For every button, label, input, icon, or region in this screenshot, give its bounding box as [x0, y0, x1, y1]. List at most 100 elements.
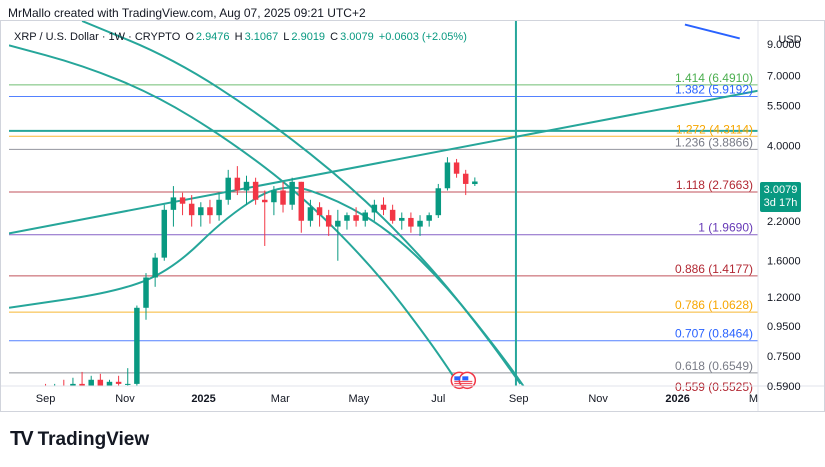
- candle-11: [143, 273, 149, 320]
- candle-45: [453, 158, 460, 178]
- y-tick-7: 0.9500: [767, 321, 801, 333]
- high-value: 3.1067: [244, 31, 279, 43]
- fib-label-5: 1 (1.9690): [698, 221, 753, 235]
- fib-label-0: 1.414 (6.4910): [675, 71, 753, 85]
- close-label: C: [330, 31, 339, 43]
- open-value: 2.9476: [195, 31, 230, 43]
- candle-47: [472, 177, 478, 186]
- fib-label-3: 1.236 (3.8866): [675, 135, 753, 149]
- symbol-info-bar: XRP / U.S. Dollar · 1W · CRYPTO O 2.9476 …: [14, 31, 469, 43]
- x-tick-3: Mar: [271, 393, 290, 405]
- x-tick-0: Sep: [36, 393, 56, 405]
- x-tick-4: May: [348, 393, 369, 405]
- candle-35: [362, 209, 368, 227]
- low-value: 2.9019: [291, 31, 326, 43]
- fib-label-10: 0.559 (0.5525): [675, 380, 753, 394]
- candle-15: [179, 192, 186, 216]
- arc-curve-2: [9, 186, 525, 386]
- candle-8: [115, 375, 122, 386]
- candle-41: [417, 215, 423, 236]
- fib-label-9: 0.618 (0.6549): [675, 359, 753, 373]
- candle-32: [335, 209, 341, 261]
- candle-21: [234, 166, 241, 196]
- open-label: O: [185, 31, 194, 43]
- candle-3: [70, 377, 76, 386]
- tradingview-logo-text: TradingView: [37, 428, 150, 450]
- candle-4: [79, 371, 85, 386]
- candle-5: [88, 375, 94, 386]
- candle-14: [170, 186, 177, 227]
- tradingview-logo-icon: TV: [10, 428, 34, 450]
- candle-12: [152, 253, 158, 287]
- candle-7: [106, 379, 113, 386]
- candle-38: [389, 204, 396, 224]
- currency-label: USD: [778, 34, 801, 46]
- y-tick-8: 0.7500: [767, 351, 801, 363]
- candle-34: [353, 207, 359, 227]
- us-flag-event-icon: [450, 371, 477, 390]
- watermark-header: MrMallo created with TradingView.com, Au…: [8, 6, 366, 20]
- candle-28: [298, 181, 305, 233]
- footer-branding: TV TradingView: [10, 428, 149, 451]
- candle-37: [380, 197, 387, 216]
- candle-10: [134, 305, 140, 386]
- candle-23: [252, 177, 259, 205]
- trendline-0: [9, 89, 758, 235]
- candle-19: [216, 192, 222, 221]
- fib-label-1: 1.382 (5.9192): [675, 82, 753, 96]
- fib-label-4: 1.118 (2.7663): [676, 178, 753, 192]
- candle-36: [371, 199, 378, 221]
- x-tick-6: Sep: [509, 393, 529, 405]
- x-tick-5: Jul: [431, 393, 445, 405]
- candle-42: [426, 212, 432, 227]
- bar-countdown: 3d 17h: [763, 197, 798, 209]
- candle-44: [444, 157, 451, 191]
- x-tick-8: 2026: [665, 393, 689, 405]
- candle-22: [243, 175, 250, 205]
- candle-46: [462, 169, 469, 196]
- trendline-1: [684, 23, 740, 40]
- x-tick-9: M: [749, 393, 758, 405]
- last-price-tag: 3.0079 3d 17h: [760, 182, 801, 212]
- candle-40: [408, 212, 414, 233]
- y-tick-4: 2.2000: [767, 216, 801, 228]
- candle-2: [63, 379, 65, 386]
- y-tick-1: 7.0000: [767, 70, 801, 82]
- candle-17: [198, 202, 204, 227]
- candle-18: [207, 199, 213, 224]
- fib-label-2: 1.272 (4.3114): [676, 122, 753, 136]
- y-tick-5: 1.6000: [767, 256, 801, 268]
- chart-area[interactable]: 1.414 (6.4910) 1.382 (5.9192) 1.272 (4.311…: [0, 20, 825, 412]
- y-tick-2: 5.5000: [767, 101, 801, 113]
- x-tick-7: Nov: [588, 393, 608, 405]
- fib-label-6: 0.886 (1.4177): [675, 262, 753, 276]
- candle-13: [161, 204, 168, 261]
- fib-label-7: 0.786 (1.0628): [675, 298, 753, 312]
- candle-31: [325, 209, 332, 236]
- fib-label-8: 0.707 (0.8464): [675, 327, 753, 341]
- change-value: +0.0603 (+2.05%): [378, 31, 467, 43]
- candle-33: [344, 212, 350, 230]
- candle-24: [262, 190, 268, 246]
- x-tick-2: 2025: [191, 393, 215, 405]
- y-tick-9: 0.5900: [767, 381, 801, 393]
- high-label: H: [234, 31, 243, 43]
- candle-30: [316, 202, 323, 227]
- candle-27: [289, 177, 295, 210]
- candle-43: [435, 183, 442, 218]
- candle-25: [271, 186, 277, 216]
- candle-20: [225, 169, 231, 205]
- plot-layer: [9, 21, 758, 386]
- y-tick-6: 1.2000: [767, 292, 801, 304]
- symbol-name: XRP / U.S. Dollar · 1W · CRYPTO: [14, 31, 181, 43]
- y-tick-3: 4.0000: [767, 141, 801, 153]
- low-label: L: [283, 31, 290, 43]
- candle-9: [125, 368, 131, 386]
- candle-29: [307, 199, 314, 227]
- x-tick-1: Nov: [115, 393, 135, 405]
- candle-16: [188, 195, 195, 227]
- price-chart[interactable]: 1.414 (6.4910)1.382 (5.9192) 1.272 (4.311…: [1, 21, 824, 411]
- arc-curve-0: [9, 44, 462, 386]
- candle-26: [280, 181, 286, 213]
- last-price: 3.0079: [763, 184, 798, 196]
